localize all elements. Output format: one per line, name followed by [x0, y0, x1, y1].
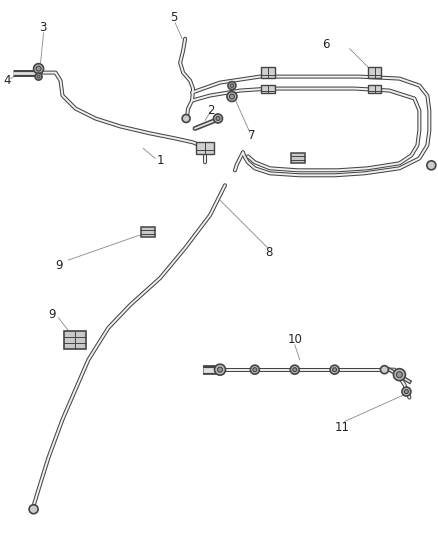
Circle shape — [251, 365, 259, 374]
Bar — [261, 67, 275, 78]
Text: 7: 7 — [248, 129, 255, 142]
Circle shape — [404, 390, 408, 393]
Circle shape — [36, 66, 41, 71]
Circle shape — [330, 365, 339, 374]
Circle shape — [213, 114, 223, 123]
Circle shape — [37, 75, 40, 78]
Circle shape — [228, 82, 236, 90]
Text: 2: 2 — [207, 104, 215, 117]
Bar — [64, 331, 86, 349]
Circle shape — [290, 365, 299, 374]
Text: 8: 8 — [265, 246, 272, 259]
Text: 3: 3 — [39, 21, 47, 34]
Text: 11: 11 — [335, 421, 350, 434]
Text: 10: 10 — [288, 333, 303, 346]
Text: 4: 4 — [4, 74, 11, 87]
Bar — [196, 142, 214, 155]
Bar — [367, 67, 381, 78]
Text: 5: 5 — [170, 11, 177, 25]
Text: 1: 1 — [156, 154, 164, 167]
Text: 9: 9 — [56, 259, 63, 271]
Circle shape — [182, 115, 190, 123]
Circle shape — [29, 505, 38, 514]
Text: 6: 6 — [321, 38, 329, 51]
Circle shape — [218, 367, 223, 372]
Circle shape — [393, 369, 406, 381]
Circle shape — [396, 372, 403, 378]
Text: 9: 9 — [49, 309, 56, 321]
Circle shape — [381, 366, 389, 374]
Circle shape — [427, 161, 436, 170]
Circle shape — [293, 368, 297, 372]
Bar — [367, 85, 381, 93]
Circle shape — [230, 94, 234, 99]
Circle shape — [216, 117, 220, 120]
Circle shape — [332, 368, 337, 372]
Circle shape — [253, 368, 257, 372]
Circle shape — [35, 73, 42, 80]
Bar — [291, 154, 305, 163]
Bar — [141, 227, 155, 237]
Bar — [261, 85, 275, 93]
Circle shape — [230, 84, 234, 87]
Circle shape — [215, 364, 226, 375]
Circle shape — [227, 92, 237, 101]
Circle shape — [34, 63, 43, 74]
Circle shape — [402, 387, 411, 396]
